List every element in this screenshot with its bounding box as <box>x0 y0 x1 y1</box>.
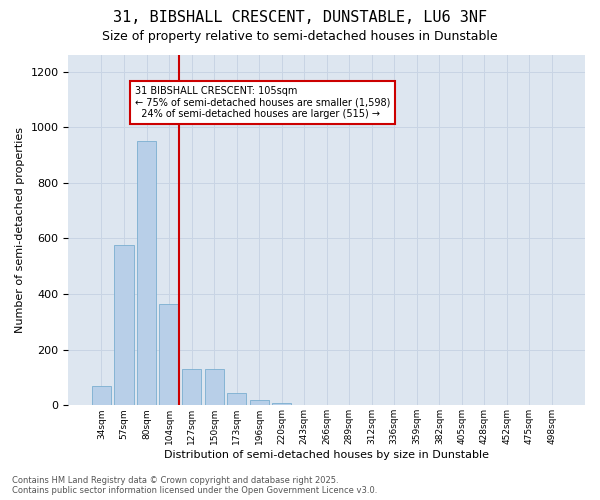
Y-axis label: Number of semi-detached properties: Number of semi-detached properties <box>15 127 25 333</box>
Bar <box>227 393 246 406</box>
Text: 31 BIBSHALL CRESCENT: 105sqm
← 75% of semi-detached houses are smaller (1,598)
 : 31 BIBSHALL CRESCENT: 105sqm ← 75% of se… <box>135 86 391 119</box>
Bar <box>160 304 179 406</box>
Bar <box>182 369 201 406</box>
Bar <box>250 400 269 406</box>
Text: Contains HM Land Registry data © Crown copyright and database right 2025.
Contai: Contains HM Land Registry data © Crown c… <box>12 476 377 495</box>
Bar <box>205 369 224 406</box>
Bar <box>92 386 111 406</box>
Bar <box>137 141 156 406</box>
X-axis label: Distribution of semi-detached houses by size in Dunstable: Distribution of semi-detached houses by … <box>164 450 489 460</box>
Text: Size of property relative to semi-detached houses in Dunstable: Size of property relative to semi-detach… <box>102 30 498 43</box>
Text: 31, BIBSHALL CRESCENT, DUNSTABLE, LU6 3NF: 31, BIBSHALL CRESCENT, DUNSTABLE, LU6 3N… <box>113 10 487 25</box>
Bar <box>272 403 291 406</box>
Bar <box>115 246 134 406</box>
